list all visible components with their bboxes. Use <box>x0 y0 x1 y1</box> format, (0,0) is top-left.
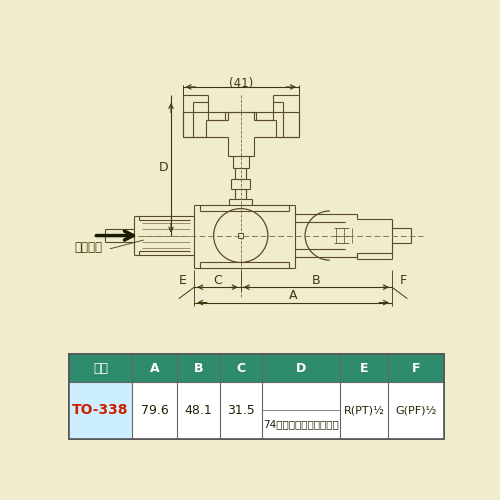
Text: F: F <box>412 362 420 374</box>
Text: E: E <box>360 362 368 374</box>
Text: 流水方向: 流水方向 <box>74 241 102 254</box>
Text: C: C <box>213 274 222 286</box>
Bar <box>68 382 132 439</box>
Text: C: C <box>236 362 246 374</box>
Bar <box>238 233 244 238</box>
Text: G(PF)¹⁄₂: G(PF)¹⁄₂ <box>395 406 436 415</box>
Text: R(PT)¹⁄₂: R(PT)¹⁄₂ <box>344 406 384 415</box>
Text: D: D <box>159 162 169 174</box>
Text: D: D <box>296 362 306 374</box>
Text: F: F <box>400 274 407 286</box>
Text: TO-338: TO-338 <box>72 404 128 417</box>
Text: (41): (41) <box>228 76 253 90</box>
Text: B: B <box>194 362 203 374</box>
Bar <box>68 354 444 439</box>
Text: 74（アダプター取付時）: 74（アダプター取付時） <box>264 420 339 430</box>
Text: 48.1: 48.1 <box>184 404 212 417</box>
Bar <box>132 382 444 439</box>
Text: A: A <box>150 362 160 374</box>
Text: 型番: 型番 <box>93 362 108 374</box>
Text: 31.5: 31.5 <box>228 404 255 417</box>
Text: A: A <box>289 289 298 302</box>
Bar <box>68 354 444 382</box>
Text: 79.6: 79.6 <box>141 404 169 417</box>
Text: E: E <box>178 274 186 286</box>
Text: B: B <box>312 274 320 286</box>
Bar <box>68 354 444 439</box>
